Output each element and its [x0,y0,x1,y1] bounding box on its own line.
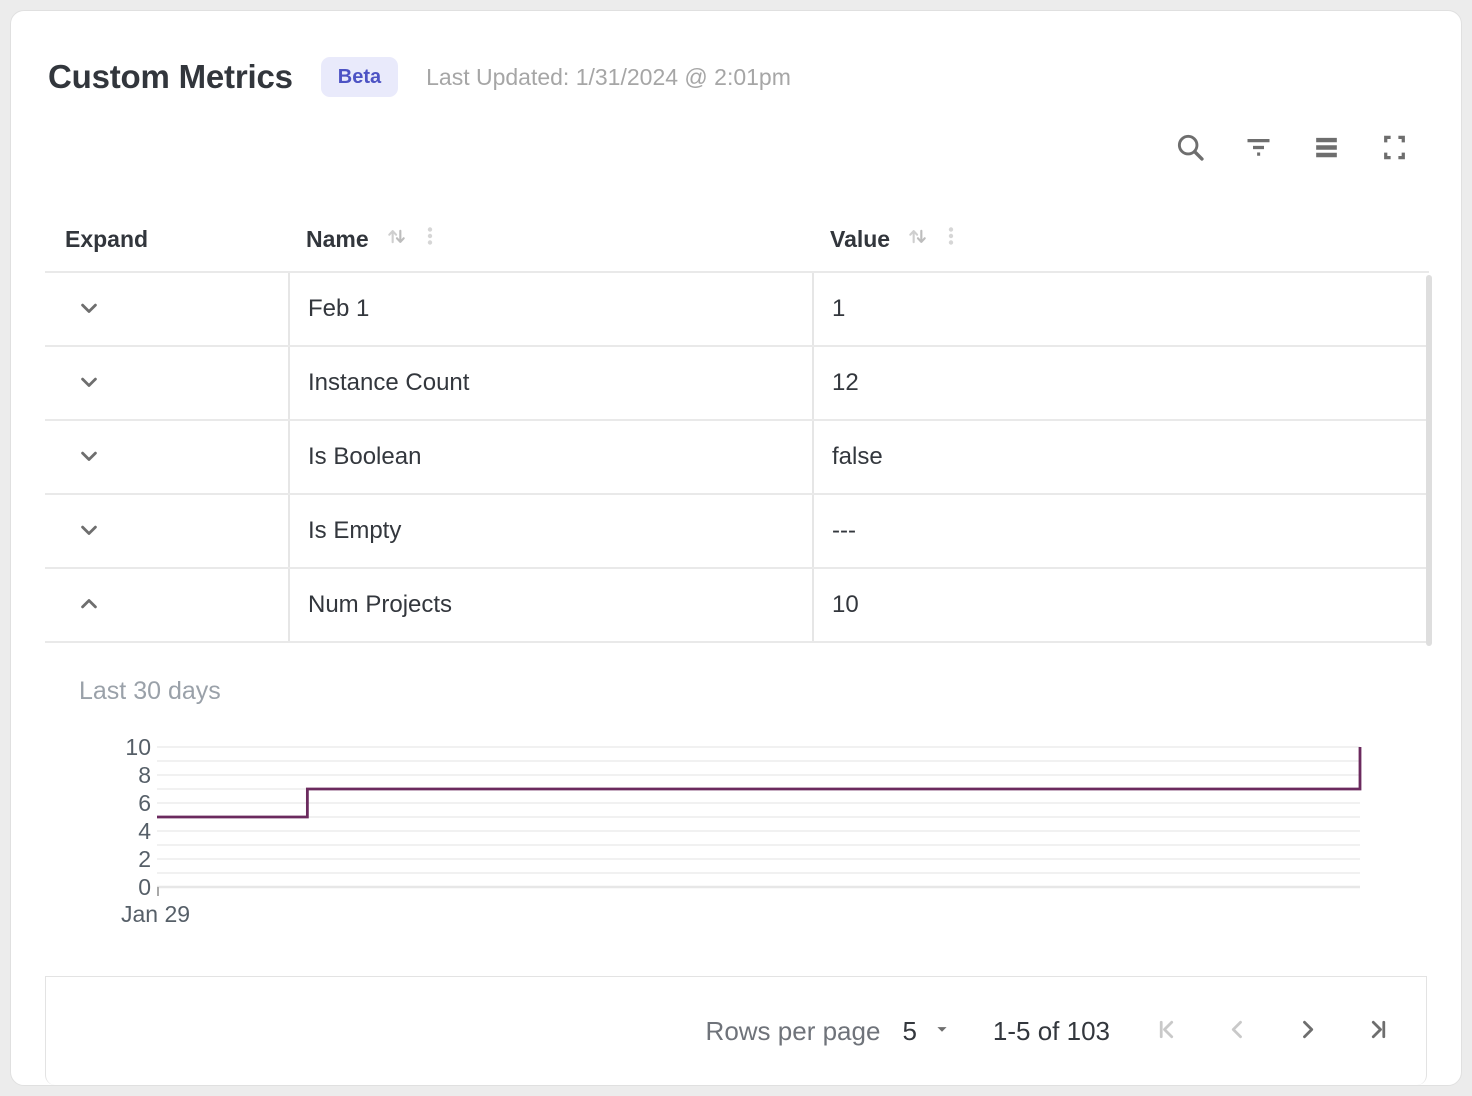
beta-badge: Beta [320,57,399,97]
cell-name: Feb 1 [288,273,812,345]
search-icon [1174,131,1207,167]
y-axis-label: 0 [138,874,151,900]
expand-row-button[interactable] [71,512,107,551]
chevron-right-icon [1293,1015,1322,1047]
pager-buttons [1152,1016,1392,1046]
chevron-down-icon [75,516,103,547]
cell-expand [45,569,288,641]
step-line-chart [157,747,1360,887]
chevron-down-icon [75,294,103,325]
chevron-down-icon [75,442,103,473]
page-title: Custom Metrics [48,58,293,95]
column-header-label: Name [306,225,369,252]
previous-page-button[interactable] [1222,1016,1252,1046]
cell-name: Instance Count [288,347,812,419]
rows-per-page-value: 5 [902,1015,917,1046]
y-axis-label: 8 [138,762,151,788]
first-page-icon [1153,1015,1182,1047]
cell-value: 12 [812,347,1429,419]
last-page-icon [1363,1015,1392,1047]
y-axis-label: 10 [125,734,151,760]
column-header-label: Value [830,225,891,252]
last-updated-text: Last Updated: 1/31/2024 @ 2:01pm [426,63,791,90]
y-axis-label: 2 [138,846,151,872]
cell-name: Num Projects [288,569,812,641]
last-page-button[interactable] [1362,1016,1392,1046]
fullscreen-button[interactable] [1377,132,1411,166]
rows-per-page-label: Rows per page [705,1015,881,1046]
collapse-row-button[interactable] [71,586,107,625]
chart-title: Last 30 days [79,677,221,705]
x-axis-tick [157,887,159,896]
cell-value: 1 [812,273,1429,345]
first-page-button[interactable] [1152,1016,1182,1046]
y-axis-label: 6 [138,790,151,816]
column-menu-icon[interactable] [418,224,442,254]
cell-expand [45,347,288,419]
chevron-up-icon [75,590,103,621]
search-button[interactable] [1173,132,1207,166]
cell-value: false [812,421,1429,493]
expand-row-button[interactable] [71,364,107,403]
chevron-down-icon [931,1016,953,1047]
data-grid: Expand Name Value [45,207,1432,976]
filter-icon [1242,131,1275,167]
grid-toolbar [1173,132,1411,166]
table-row: Instance Count 12 [45,347,1429,421]
custom-metrics-card: Custom Metrics Beta Last Updated: 1/31/2… [10,10,1462,1086]
row-detail-panel: Last 30 days 0 2 4 6 8 10 Jan 29 [45,643,1429,976]
column-header-expand: Expand [45,226,288,253]
chevron-down-icon [75,368,103,399]
table-header-row: Expand Name Value [45,207,1429,273]
cell-expand [45,421,288,493]
cell-value: --- [812,495,1429,567]
fullscreen-icon [1379,132,1410,166]
x-axis-label: Jan 29 [121,901,191,927]
column-menu-icon[interactable] [939,224,963,254]
vertical-scrollbar[interactable] [1426,275,1432,646]
cell-expand [45,495,288,567]
table-row: Is Empty --- [45,495,1429,569]
density-icon [1311,132,1342,166]
expand-row-button[interactable] [71,290,107,329]
filter-button[interactable] [1241,132,1275,166]
expand-row-button[interactable] [71,438,107,477]
cell-expand [45,273,288,345]
table-row: Num Projects 10 [45,569,1429,643]
sort-icon[interactable] [904,223,931,256]
rows-per-page-select[interactable]: 5 [902,1016,952,1047]
column-header-label: Expand [65,225,149,252]
page-header: Custom Metrics Beta Last Updated: 1/31/2… [48,57,791,97]
cell-name: Is Empty [288,495,812,567]
column-header-value[interactable]: Value [812,223,1429,256]
chevron-left-icon [1223,1015,1252,1047]
density-button[interactable] [1309,132,1343,166]
y-axis-label: 4 [138,818,151,844]
cell-name: Is Boolean [288,421,812,493]
chart-canvas [157,747,1360,887]
pagination-footer: Rows per page 5 1-5 of 103 [45,976,1427,1085]
sort-icon[interactable] [383,223,410,256]
table-row: Is Boolean false [45,421,1429,495]
pagination-range-label: 1-5 of 103 [992,1015,1110,1046]
cell-value: 10 [812,569,1429,641]
column-header-name[interactable]: Name [288,223,812,256]
table-rows: Feb 1 1 Instance Count 12 Is Boolean false Is … [45,273,1429,643]
next-page-button[interactable] [1292,1016,1322,1046]
